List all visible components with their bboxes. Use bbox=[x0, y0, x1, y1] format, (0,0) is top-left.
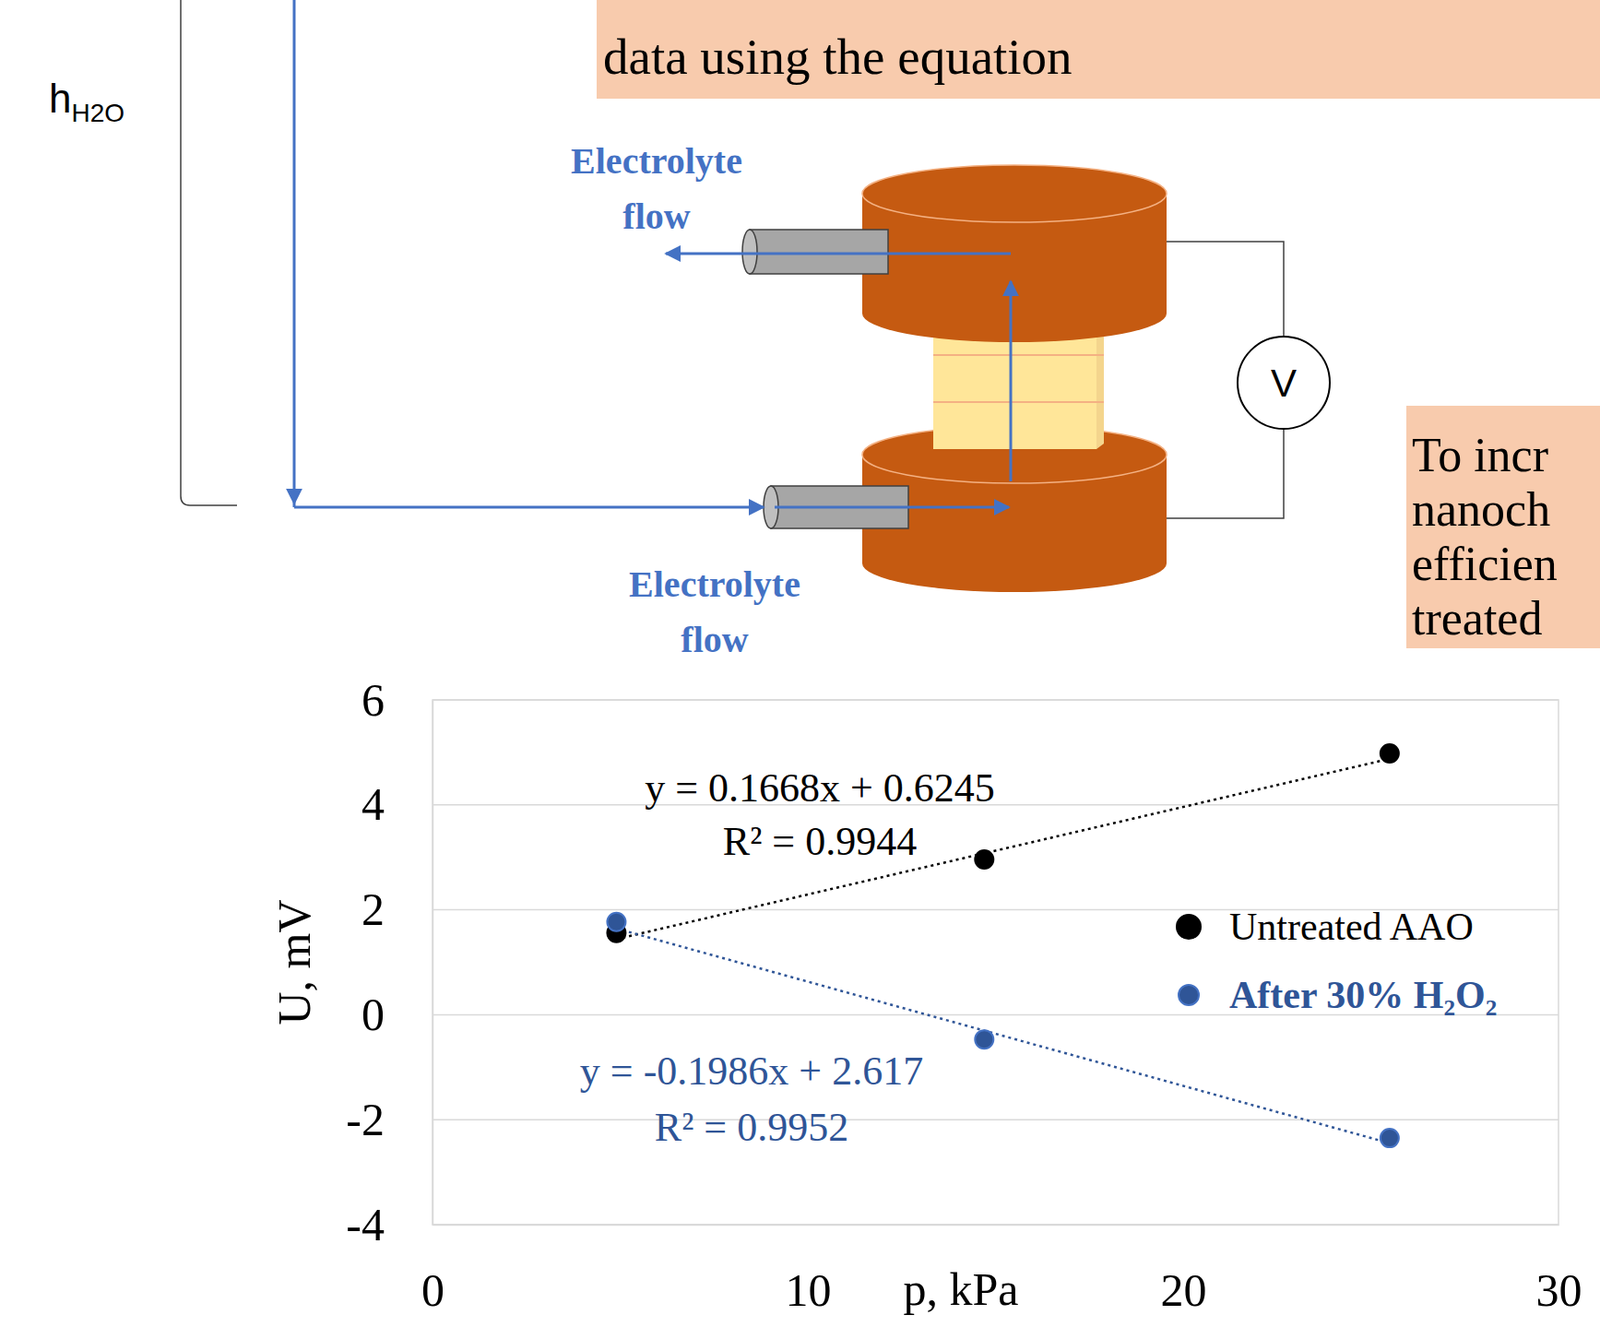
plot-frame bbox=[432, 699, 1559, 1225]
voltmeter bbox=[1237, 336, 1330, 429]
note-box bbox=[596, 0, 1600, 99]
note-text: data using the equation bbox=[603, 28, 1073, 85]
tick-label: 4 bbox=[361, 778, 385, 830]
tick: 4 bbox=[361, 778, 433, 830]
trendline-equation: y = -0.1986x + 2.617 bbox=[580, 1048, 924, 1094]
height-bracket bbox=[180, 0, 238, 506]
flow-arrow bbox=[665, 252, 1011, 256]
tick: 30 bbox=[1536, 1224, 1583, 1316]
height-label-sub: H2O bbox=[71, 98, 125, 128]
x-axis-title: p, kPa bbox=[903, 1263, 1020, 1316]
diagram: data using the equation hH2O V Electrolyte f… bbox=[48, 0, 1600, 661]
data-point bbox=[1380, 1128, 1399, 1148]
legend-marker bbox=[1178, 984, 1199, 1006]
flow-arrow bbox=[774, 506, 1009, 510]
tick: -4 bbox=[345, 1198, 433, 1251]
wire bbox=[1166, 428, 1284, 519]
grid-line bbox=[432, 1118, 1559, 1121]
y-axis-title: U, mV bbox=[268, 899, 320, 1025]
side-note-text: efficien bbox=[1411, 537, 1558, 591]
tick: 6 bbox=[361, 674, 433, 726]
flow-label: Electrolyte bbox=[628, 563, 801, 605]
tick-label: 10 bbox=[785, 1264, 832, 1316]
legend-label: Untreated AAO bbox=[1229, 905, 1474, 949]
tick-label: -2 bbox=[345, 1093, 385, 1146]
tick-label: 30 bbox=[1536, 1264, 1583, 1316]
membrane-layer bbox=[933, 354, 1104, 356]
legend: Untreated AAO After 30% H₂O₂ bbox=[1176, 905, 1497, 1017]
tick: 10 bbox=[785, 1224, 832, 1316]
data-point bbox=[974, 850, 994, 869]
tick-label: 0 bbox=[361, 988, 385, 1041]
data-point bbox=[1380, 744, 1399, 763]
flow-arrow bbox=[1009, 281, 1013, 482]
tick: -2 bbox=[345, 1093, 433, 1146]
flow-corner bbox=[293, 503, 297, 508]
tick: 0 bbox=[361, 988, 433, 1041]
tick-label: 6 bbox=[361, 674, 385, 726]
membrane-layer bbox=[933, 401, 1104, 403]
figure: data using the equation hH2O V Electrolyte f… bbox=[0, 0, 1600, 1327]
chart: 0 10 20 30 -4 -2 0 2 4 6 p, kPa U, mV y = 0.1668x + … bbox=[268, 674, 1583, 1316]
wire bbox=[1166, 241, 1284, 337]
pipe-end bbox=[742, 229, 758, 274]
y-axis: -4 -2 0 2 4 6 bbox=[345, 674, 433, 1251]
axis-line bbox=[432, 700, 435, 1226]
side-note-text: To incr bbox=[1411, 428, 1549, 482]
axis-line bbox=[433, 1224, 1560, 1227]
cylinder-top bbox=[862, 165, 1167, 223]
legend-marker bbox=[1176, 914, 1201, 939]
side-note-box bbox=[1406, 405, 1600, 649]
pipe bbox=[742, 229, 889, 274]
tick-label: 20 bbox=[1161, 1264, 1208, 1316]
tick: 2 bbox=[361, 883, 433, 936]
trendline-r2: R² = 0.9952 bbox=[654, 1104, 849, 1150]
tick-label: -4 bbox=[345, 1198, 385, 1251]
flow-label: flow bbox=[680, 618, 748, 661]
tick: 0 bbox=[421, 1224, 445, 1316]
side-note-text: treated bbox=[1411, 592, 1542, 645]
x-axis: 0 10 20 30 bbox=[421, 1224, 1583, 1316]
grid-line bbox=[432, 804, 1559, 806]
trendline-equation: y = 0.1668x + 0.6245 bbox=[644, 765, 996, 811]
side-note-text: nanoch bbox=[1411, 483, 1551, 536]
legend-label: After 30% H₂O₂ bbox=[1229, 973, 1497, 1017]
pipe-body bbox=[749, 229, 889, 274]
flow-label: Electrolyte bbox=[570, 140, 743, 182]
trendline-r2: R² = 0.9944 bbox=[722, 818, 917, 865]
height-label-main: h bbox=[48, 75, 72, 121]
tick-label: 0 bbox=[421, 1264, 445, 1316]
voltmeter-label: V bbox=[1270, 361, 1297, 405]
tick-label: 2 bbox=[361, 883, 385, 936]
flow-label: flow bbox=[622, 195, 690, 238]
flow-arrow bbox=[293, 0, 297, 504]
height-label: hH2O bbox=[48, 75, 125, 128]
data-point bbox=[606, 912, 626, 932]
grid bbox=[432, 699, 1559, 1225]
data-point bbox=[974, 1030, 994, 1049]
tick: 20 bbox=[1161, 1224, 1208, 1316]
flow-arrow bbox=[294, 506, 764, 510]
